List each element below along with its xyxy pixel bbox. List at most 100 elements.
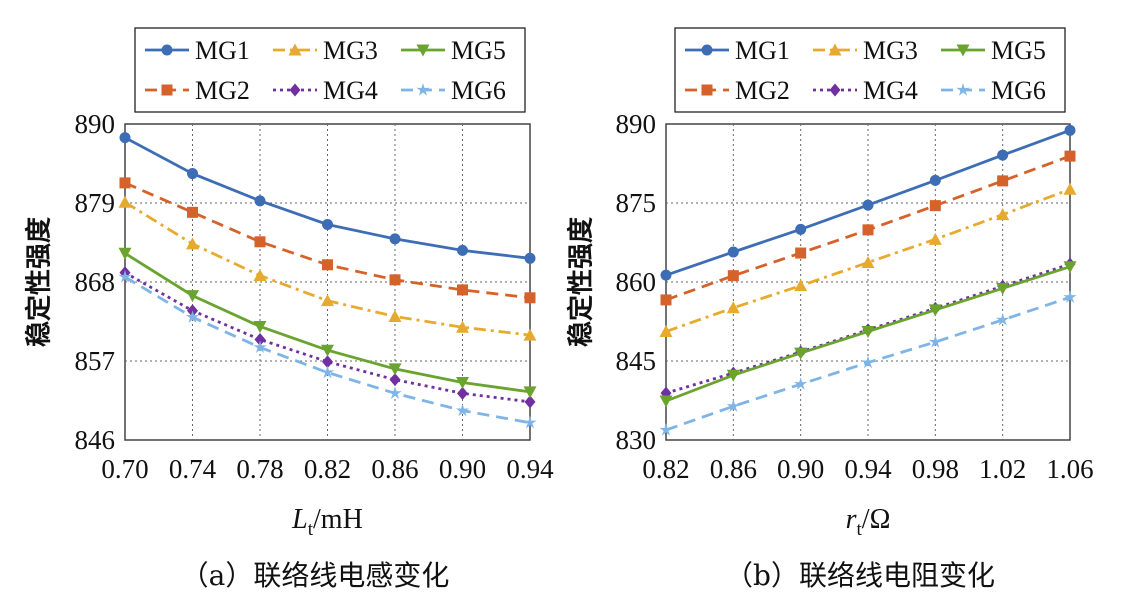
y-tick-label: 830 [616,425,657,455]
legend-label: MG2 [735,76,790,105]
legend: MG1 MG2 MG3 MG4 MG5 MG6 [134,27,526,113]
x-axis-label-unit: /Ω [862,504,891,535]
legend-entry-mg5: MG5 [941,36,1046,65]
data-point [862,199,874,211]
chart-panel-b: 0.82 0.86 0.90 0.94 0.98 1.02 1.06 830 845 860 875… [566,27,1094,592]
data-point [861,326,875,339]
series-mg3 [659,182,1077,338]
data-point [389,274,401,286]
data-point [929,174,941,186]
data-point [119,132,131,144]
data-point [727,270,739,282]
legend-marker [288,43,302,56]
data-point [322,259,333,271]
legend-entry-mg4: MG4 [273,76,378,105]
legend-label: MG6 [451,76,506,105]
data-point [659,423,673,436]
data-point [253,269,267,282]
legend-box [134,27,526,113]
data-point [862,224,874,236]
data-point [388,309,402,322]
x-tick-label: 0.74 [169,454,217,484]
series-mg2 [660,150,1076,306]
y-tick-label: 846 [75,425,116,455]
data-point [1063,290,1077,303]
data-point [118,195,132,208]
legend-entry-mg5: MG5 [401,36,506,65]
panel-caption: （b）联络线电阻变化 [725,559,995,592]
data-point [118,270,132,283]
data-point [524,292,536,304]
legend-marker [829,83,841,97]
legend-label: MG3 [323,36,378,65]
data-point [928,335,942,348]
data-point [388,363,402,376]
legend-marker [956,44,970,57]
legend-entry-mg2: MG2 [685,76,790,105]
series-mg1 [660,124,1076,281]
data-point [659,395,673,408]
y-tick-label: 845 [616,346,657,376]
y-axis-label: 稳定性强度 [566,217,597,347]
legend-marker [828,43,842,56]
data-point [186,237,199,250]
data-point [794,377,808,390]
legend-entry-mg2: MG2 [145,76,250,105]
x-tick-label: 0.98 [912,454,959,484]
data-point [457,284,468,296]
data-point [456,320,469,333]
series-mg6 [118,270,537,429]
x-axis-label-symbol: L [291,504,308,535]
data-point [929,200,941,212]
data-point [254,236,266,248]
legend-entry-mg1: MG1 [145,36,250,65]
y-tick-label: 890 [75,109,116,139]
series-mg1 [119,132,536,264]
x-tick-label: 0.90 [439,454,486,484]
data-point [322,355,333,369]
x-tick-label: 1.06 [1046,454,1093,484]
data-point [524,252,536,264]
data-point [389,233,401,245]
data-point [861,256,875,269]
data-point [523,328,537,341]
data-point [119,177,131,189]
y-axis-label: 稳定性强度 [24,217,55,347]
x-axis-label-subscript: t [308,519,314,540]
x-axis-label-unit: /mH [313,504,363,535]
data-point [861,355,875,369]
data-point [320,365,335,379]
data-point [185,310,200,323]
series-mg2 [119,177,536,304]
legend: MG1 MG2 MG3 MG4 MG5 MG6 [674,27,1066,113]
data-point [1063,261,1077,274]
data-point [388,386,402,399]
chart-panel-a: 0.70 0.74 0.78 0.82 0.86 0.90 0.94 846 857 868 879… [24,27,554,592]
x-tick-label: 0.82 [642,454,689,484]
y-tick-label: 890 [616,109,657,139]
x-tick-label: 0.86 [371,454,418,484]
x-axis-label-subscript: t [857,519,863,540]
y-tick-label: 857 [75,346,116,376]
data-point [996,282,1010,295]
data-point [928,304,942,317]
y-tick-label: 868 [75,267,116,297]
data-point [389,373,401,387]
y-tick-label: 860 [616,267,657,297]
data-point [254,332,266,346]
legend-box [674,27,1066,113]
legend-label: MG4 [863,76,918,105]
data-point [1064,150,1076,162]
legend-entry-mg4: MG4 [813,76,918,105]
series-mg6 [659,290,1077,436]
series-mg5 [118,247,537,399]
data-point [254,195,266,207]
legend-marker [289,83,301,97]
data-point [727,246,739,258]
x-tick-label: 0.90 [777,454,824,484]
data-point [726,399,740,412]
legend-entry-mg6: MG6 [941,76,1046,105]
x-axis-label: Lt/mH [291,504,363,540]
legend-marker [956,83,970,96]
legend-label: MG1 [735,36,790,65]
